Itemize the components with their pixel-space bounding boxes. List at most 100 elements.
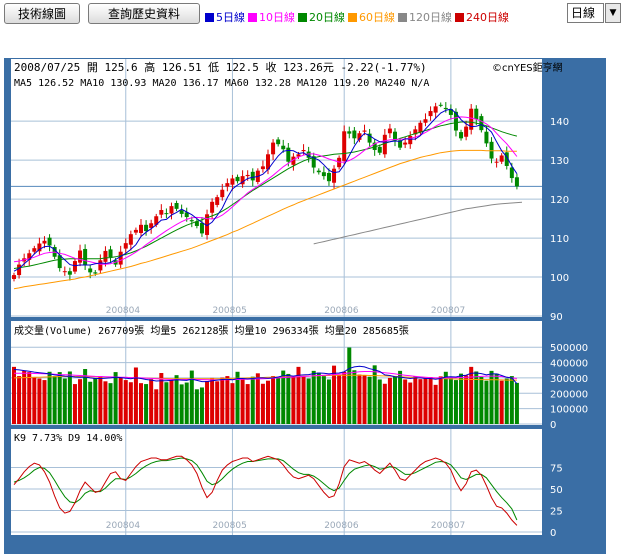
- candle-body: [301, 150, 306, 152]
- ma-values-line: MA5 126.52 MA10 130.93 MA20 136.17 MA60 …: [14, 78, 429, 89]
- volume-bar: [149, 379, 154, 424]
- candle-body: [509, 167, 514, 179]
- volume-bar: [474, 371, 479, 424]
- volume-bar: [316, 372, 321, 424]
- ma120-line: [313, 201, 523, 245]
- volume-bar: [377, 379, 382, 424]
- candle-body: [514, 177, 519, 187]
- kd-tick-label: 50: [550, 485, 563, 496]
- price-tick-label: 100: [550, 273, 569, 284]
- volume-bar: [123, 380, 128, 424]
- volume-tick-label: 0: [550, 420, 556, 431]
- volume-bar: [469, 366, 474, 424]
- volume-bar: [372, 365, 377, 424]
- candle-body: [453, 111, 458, 131]
- kd-panel: [11, 429, 542, 535]
- month-tick-label: 200804: [106, 521, 141, 531]
- candle-body: [103, 250, 108, 262]
- candle-body: [382, 134, 387, 155]
- volume-bar: [357, 374, 362, 424]
- price-tick-label: 90: [550, 312, 563, 323]
- volume-bar: [382, 383, 387, 424]
- period-select[interactable]: 日線: [567, 3, 604, 23]
- candle-body: [352, 130, 357, 139]
- volume-bar: [113, 372, 118, 424]
- candle-body: [199, 222, 204, 234]
- candle-body: [17, 264, 22, 276]
- candle-body: [408, 135, 413, 145]
- candle-body: [133, 229, 138, 233]
- query-history-button[interactable]: 查詢歷史資料: [88, 3, 200, 24]
- volume-bar: [240, 378, 245, 424]
- volume-bar: [78, 379, 83, 424]
- chevron-down-icon[interactable]: ▼: [605, 3, 621, 23]
- candle-body: [484, 131, 489, 144]
- volume-bar: [98, 376, 103, 424]
- volume-bar: [464, 375, 469, 424]
- candle-body: [342, 131, 347, 161]
- month-tick-label: 200806: [324, 306, 359, 316]
- candle-body: [47, 237, 52, 246]
- legend-item-2: 10日線: [248, 11, 295, 24]
- candle-body: [139, 224, 143, 234]
- volume-bar: [332, 365, 337, 424]
- month-tick-label: 200806: [324, 521, 359, 531]
- volume-bar: [67, 371, 72, 424]
- volume-bar: [199, 387, 204, 424]
- candle-body: [474, 108, 479, 120]
- volume-tick-label: 200000: [550, 389, 588, 400]
- candle-body: [88, 268, 93, 273]
- candle-body: [159, 210, 164, 215]
- volume-bar: [93, 378, 98, 424]
- month-tick-label: 200807: [431, 306, 465, 316]
- candle-body: [387, 128, 392, 134]
- month-tick-label: 200807: [431, 521, 465, 531]
- month-tick-label: 200805: [212, 306, 246, 316]
- volume-bar: [32, 377, 37, 424]
- volume-bar: [403, 379, 408, 424]
- candle-body: [184, 212, 189, 218]
- volume-bar: [205, 381, 210, 424]
- candle-body: [433, 106, 438, 113]
- candle-body: [83, 248, 88, 266]
- legend-label: 120日線: [409, 11, 452, 24]
- volume-bar: [179, 384, 184, 424]
- candle-body: [62, 271, 67, 273]
- volume-bar: [128, 382, 133, 424]
- volume-bar: [311, 370, 316, 424]
- volume-bar: [72, 384, 77, 424]
- candle-body: [281, 145, 286, 150]
- candle-body: [67, 271, 72, 275]
- volume-bar: [306, 378, 311, 424]
- tech-chart-button[interactable]: 技術線圖: [4, 3, 80, 24]
- price-tick-label: 140: [550, 117, 569, 128]
- volume-bar: [387, 377, 392, 424]
- legend-label: 20日線: [309, 11, 345, 24]
- volume-bar: [301, 376, 306, 424]
- volume-bar: [88, 381, 93, 424]
- candle-body: [504, 152, 509, 166]
- month-tick-label: 200805: [212, 521, 246, 531]
- volume-bar: [57, 372, 62, 424]
- volume-bar: [225, 376, 230, 424]
- volume-bar: [408, 382, 413, 424]
- candle-body: [377, 146, 382, 153]
- candle-body: [128, 234, 133, 245]
- volume-bar: [159, 373, 164, 424]
- month-tick-label: 200804: [106, 306, 141, 316]
- volume-bar: [499, 380, 504, 424]
- candle-body: [448, 109, 453, 115]
- volume-bar: [321, 376, 326, 424]
- candle-body: [276, 139, 281, 145]
- volume-bar: [393, 376, 397, 424]
- candle-body: [362, 130, 367, 132]
- candle-body: [37, 243, 42, 252]
- legend-item-4: 60日線: [348, 11, 395, 24]
- volume-tick-label: 400000: [550, 359, 588, 370]
- candle-body: [174, 203, 179, 209]
- volume-bar: [266, 380, 270, 424]
- candle-body: [27, 253, 32, 260]
- volume-bar: [423, 378, 428, 424]
- candle-body: [311, 156, 316, 168]
